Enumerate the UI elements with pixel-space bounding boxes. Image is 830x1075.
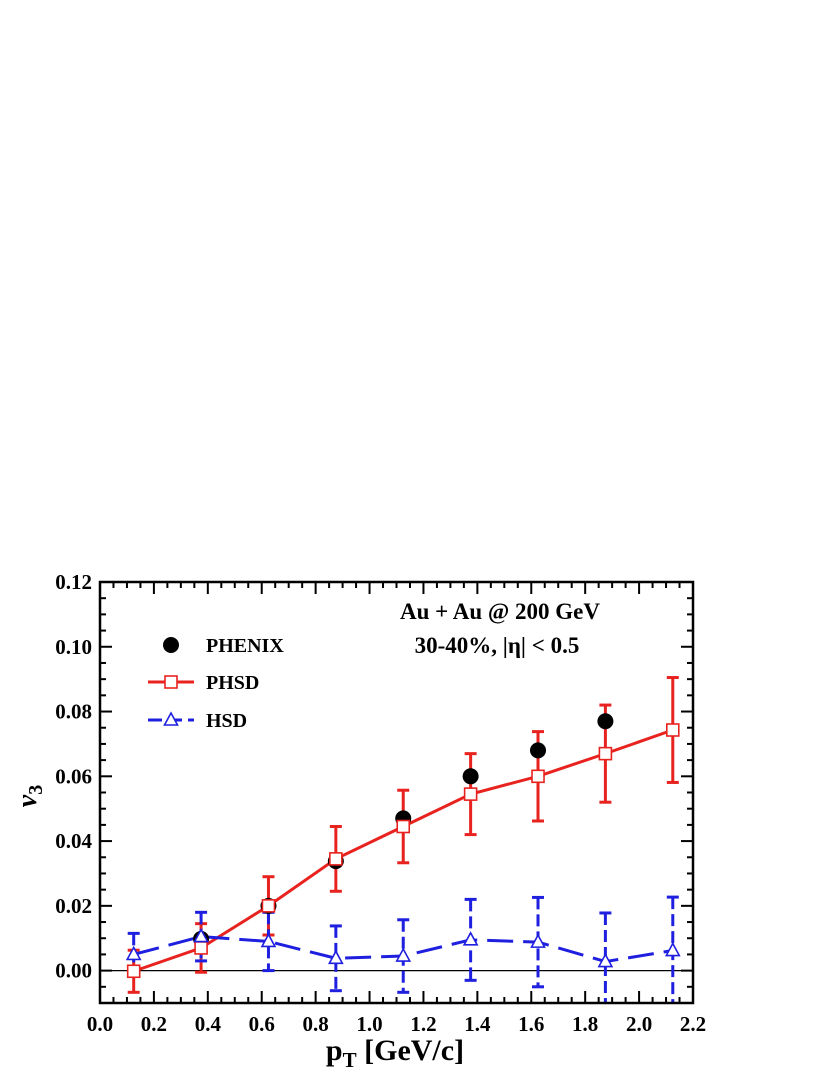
legend-phenix-label: PHENIX [206, 635, 284, 657]
phsd-point [531, 769, 545, 784]
hsd-point [193, 927, 209, 943]
y-tick-label: 0.12 [55, 570, 92, 594]
legend: PHENIX PHSD HSD [148, 635, 284, 732]
phenix-point [597, 713, 614, 730]
legend-item-phenix: PHENIX [163, 635, 284, 657]
x-tick-label: 2.0 [626, 1012, 652, 1036]
y-tick-label: 0.08 [55, 700, 92, 724]
y-axis-title-main: v [12, 794, 43, 807]
legend-item-phsd: PHSD [148, 672, 259, 694]
legend-hsd-label: HSD [206, 710, 247, 732]
y-axis-title-sub: 3 [25, 785, 47, 795]
hsd-point [395, 947, 412, 962]
hsd-point [260, 932, 277, 948]
y-tick-label: 0.06 [55, 764, 92, 788]
hsd-point [328, 949, 344, 965]
hsd-point [125, 945, 142, 961]
x-axis-title-main: p [326, 1034, 343, 1067]
phsd-point [598, 746, 613, 761]
phsd-point [261, 899, 276, 913]
x-tick-label: 2.2 [680, 1012, 706, 1036]
hsd-point [597, 952, 614, 968]
legend-phsd-label: PHSD [206, 672, 259, 694]
x-axis-title-unit: [GeV/c] [357, 1034, 464, 1067]
x-tick-label: 1.4 [464, 1012, 491, 1036]
hsd-point [664, 941, 681, 957]
y-tick-label: 0.02 [55, 894, 92, 918]
x-tick-label: 1.0 [356, 1012, 382, 1036]
phsd-point [194, 941, 208, 955]
phsd-point [665, 723, 680, 737]
x-tick-label: 0.0 [87, 1012, 113, 1036]
annotation-system: Au + Au @ 200 GeV [400, 599, 600, 625]
legend-phenix-marker [163, 637, 179, 653]
x-tick-label: 1.8 [572, 1012, 598, 1036]
legend-hsd-marker [163, 711, 179, 726]
legend-item-hsd: HSD [148, 710, 247, 732]
series-markers [125, 713, 681, 979]
phsd-point [396, 819, 411, 834]
x-axis-title-sub: T [343, 1048, 357, 1072]
phsd-point [329, 852, 343, 866]
x-tick-label: 0.6 [249, 1012, 275, 1036]
hsd-point [530, 933, 546, 948]
phsd-point [463, 787, 478, 801]
plot-frame [98, 580, 695, 1005]
y-tick-label: 0.04 [55, 829, 92, 853]
y-axis-title: v3 [12, 785, 47, 807]
hsd-point [462, 931, 479, 946]
legend-phsd-marker [164, 675, 178, 689]
x-tick-label: 0.2 [141, 1012, 167, 1036]
annotation-centrality: 30-40%, |η| < 0.5 [415, 633, 580, 658]
phenix-point [530, 742, 547, 759]
x-tick-label: 1.6 [518, 1012, 544, 1036]
x-tick-label: 0.4 [195, 1012, 222, 1036]
x-axis-title: pT [GeV/c] [326, 1034, 464, 1072]
y-tick-label: 0.00 [55, 959, 92, 983]
y-tick-label: 0.10 [55, 635, 92, 659]
phsd-point [126, 964, 141, 979]
x-tick-label: 0.8 [303, 1012, 329, 1036]
phenix-point [462, 768, 479, 785]
tick-labels: 0.0 0.2 0.4 0.6 0.8 1.0 1.2 1.4 1.6 1.8 2.0 2.2 0.00… [55, 570, 706, 1036]
x-tick-label: 1.2 [410, 1012, 436, 1036]
